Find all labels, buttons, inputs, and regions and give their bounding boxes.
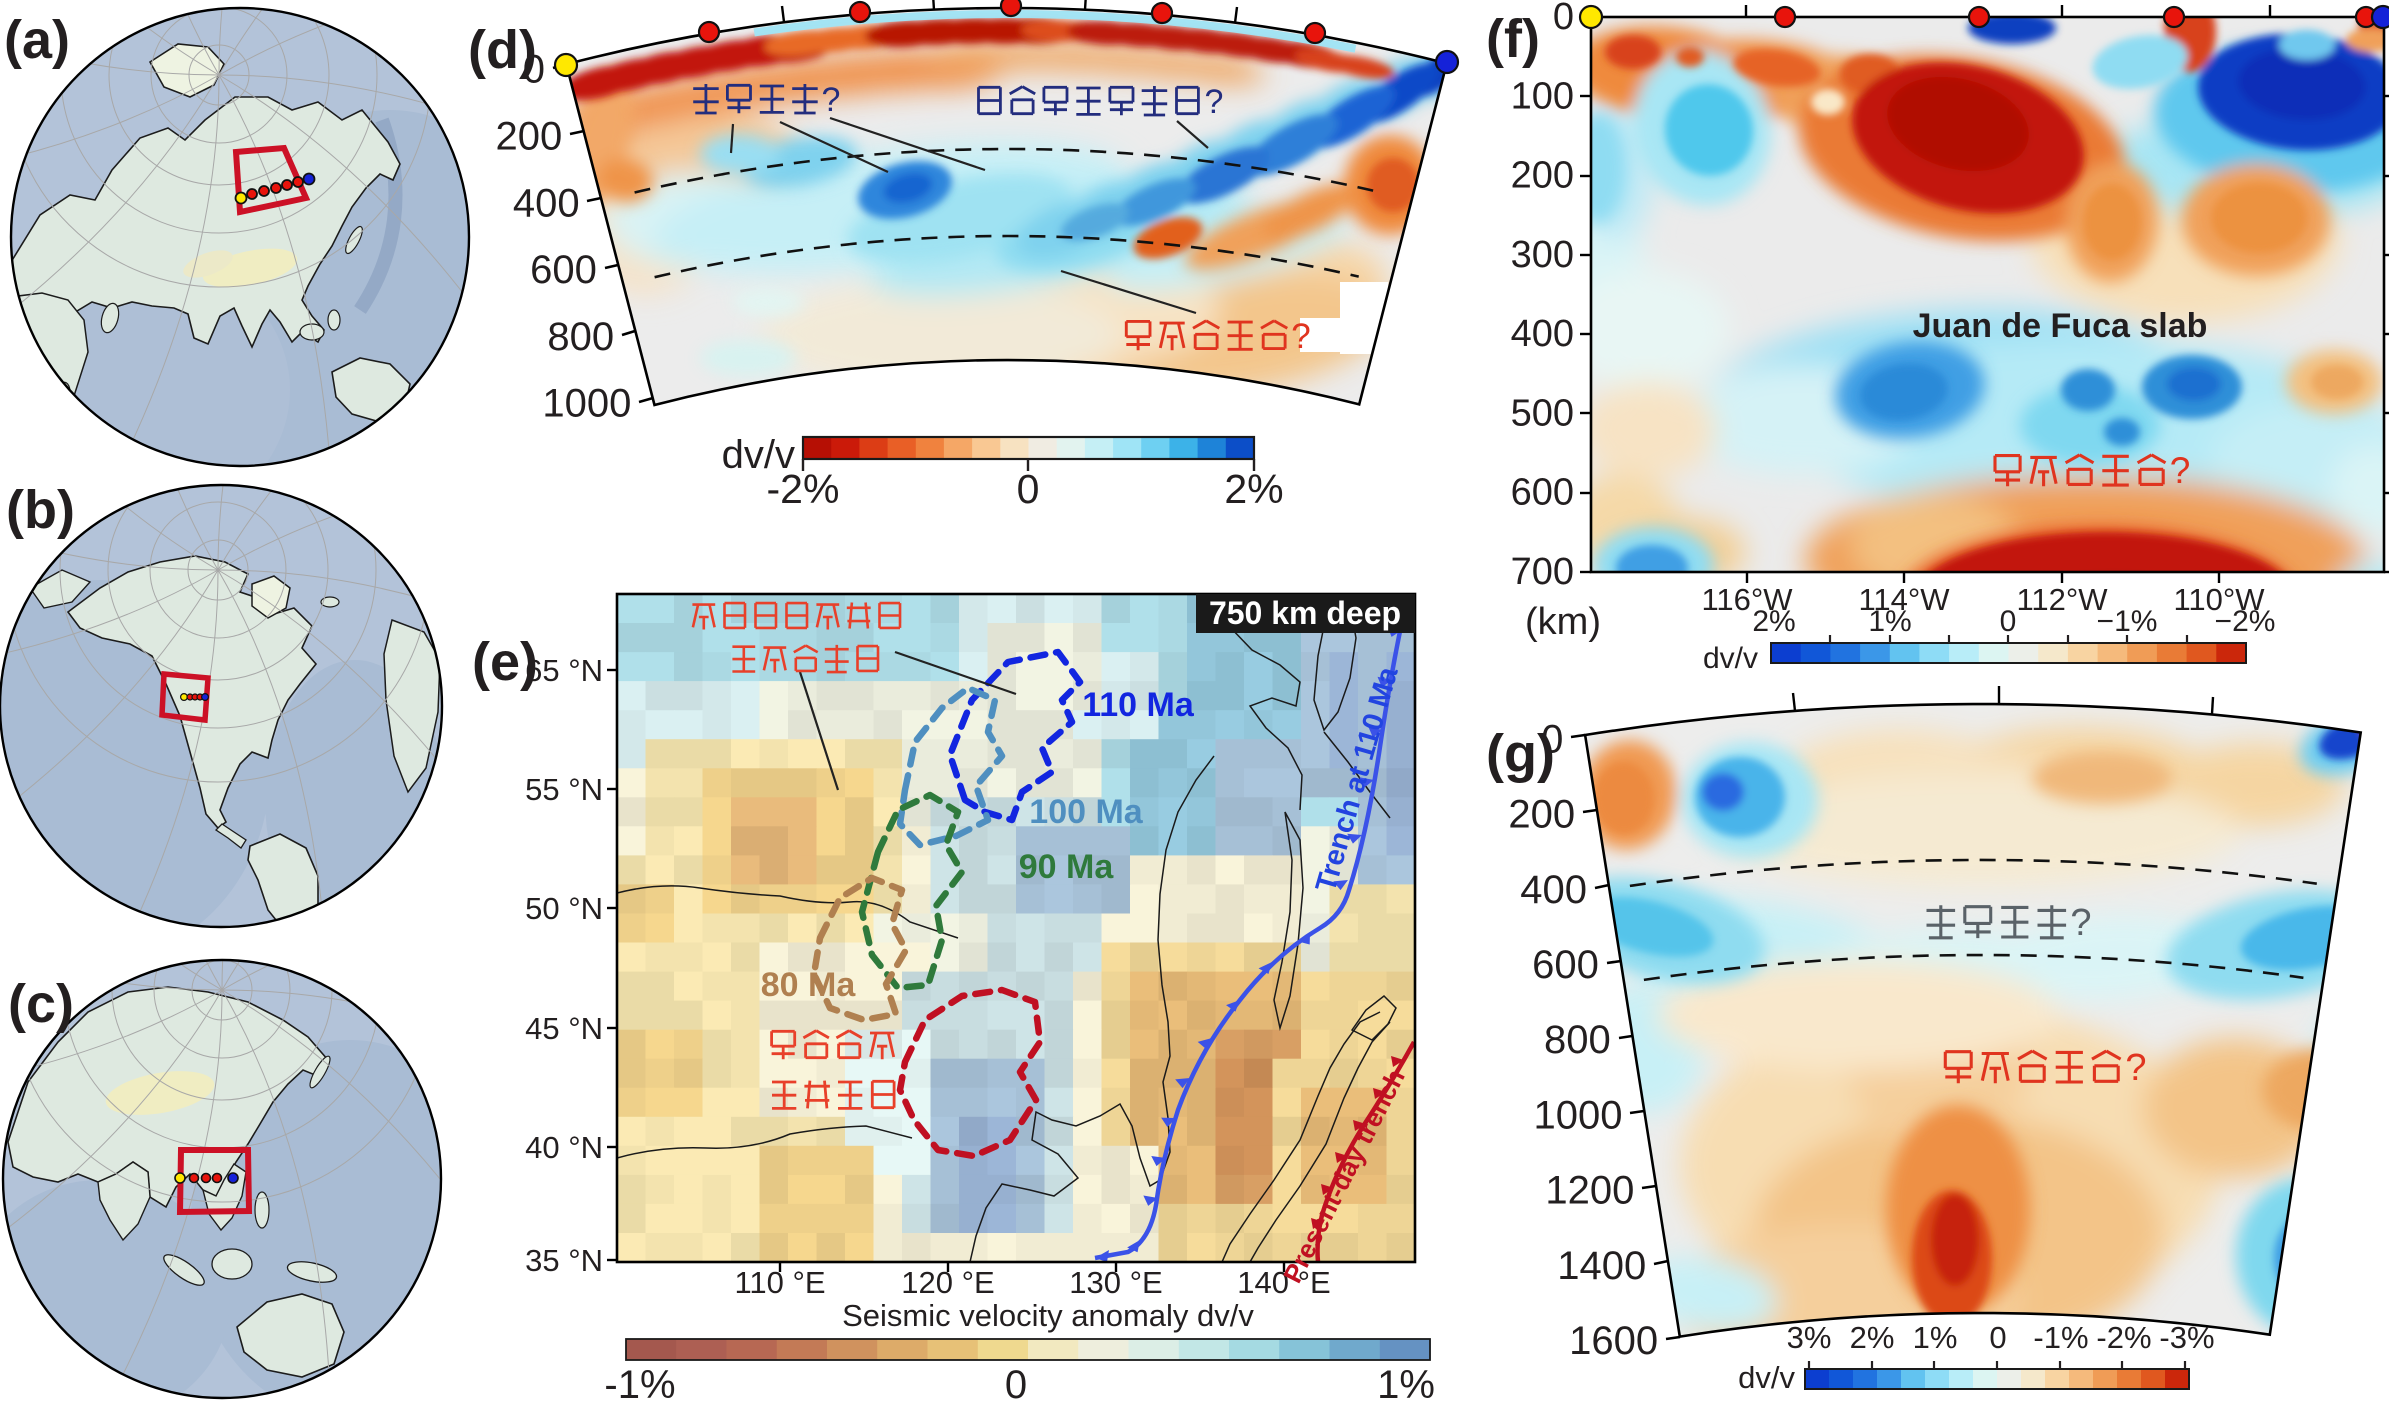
svg-text:400: 400 <box>1511 313 1574 355</box>
svg-text:1000: 1000 <box>542 382 631 426</box>
svg-text:3%: 3% <box>1787 1320 1832 1355</box>
svg-text:(km): (km) <box>1525 601 1601 643</box>
svg-text:0: 0 <box>2000 605 2017 638</box>
svg-text:600: 600 <box>530 248 597 292</box>
svg-text:dv/v: dv/v <box>1738 1360 1795 1395</box>
svg-text:114°W: 114°W <box>1858 582 1950 617</box>
svg-text:(b): (b) <box>6 480 75 540</box>
svg-text:0: 0 <box>1005 1363 1027 1402</box>
svg-text:dv/v: dv/v <box>722 433 795 477</box>
svg-text:−1%: −1% <box>2097 605 2158 638</box>
svg-text:750 km deep: 750 km deep <box>1209 595 1401 631</box>
svg-text:-2%: -2% <box>767 466 840 512</box>
svg-text:1400: 1400 <box>1557 1244 1646 1288</box>
svg-text:800: 800 <box>1544 1018 1611 1062</box>
svg-text:200: 200 <box>496 114 563 158</box>
svg-text:100: 100 <box>1511 75 1574 117</box>
svg-text:0: 0 <box>1541 717 1563 761</box>
svg-text:112°W: 112°W <box>2016 582 2108 617</box>
svg-text:(g): (g) <box>1486 724 1555 784</box>
svg-text:500: 500 <box>1511 392 1574 434</box>
svg-text:200: 200 <box>1508 793 1575 837</box>
svg-text:600: 600 <box>1511 472 1574 514</box>
svg-text:−2%: −2% <box>2215 605 2276 638</box>
svg-text:130 °E: 130 °E <box>1069 1265 1162 1300</box>
svg-text:(d): (d) <box>468 20 537 80</box>
svg-text:116°W: 116°W <box>1701 582 1793 617</box>
svg-text:?: ? <box>2170 450 2191 491</box>
svg-text:90 Ma: 90 Ma <box>1019 848 1115 886</box>
svg-text:0: 0 <box>523 48 545 92</box>
svg-text:?: ? <box>1291 317 1310 356</box>
svg-text:1200: 1200 <box>1545 1169 1634 1213</box>
svg-text:2%: 2% <box>1224 466 1283 512</box>
svg-text:2%: 2% <box>1850 1320 1895 1355</box>
svg-text:140 °E: 140 °E <box>1237 1265 1330 1300</box>
svg-text:110 °E: 110 °E <box>734 1265 825 1300</box>
svg-text:80 Ma: 80 Ma <box>761 966 857 1004</box>
svg-text:400: 400 <box>1520 868 1587 912</box>
svg-text:100 Ma: 100 Ma <box>1029 793 1143 831</box>
svg-text:dv/v: dv/v <box>1703 642 1758 675</box>
svg-text:0: 0 <box>1553 0 1574 38</box>
svg-text:?: ? <box>822 81 841 119</box>
svg-text:0: 0 <box>1989 1320 2006 1355</box>
svg-text:1%: 1% <box>1868 605 1911 638</box>
svg-text:45 °N: 45 °N <box>525 1011 603 1046</box>
svg-text:Seismic velocity anomaly dv/v: Seismic velocity anomaly dv/v <box>842 1298 1254 1333</box>
svg-text:800: 800 <box>547 315 614 359</box>
svg-text:(a): (a) <box>4 10 70 70</box>
svg-text:400: 400 <box>513 181 580 225</box>
svg-text:50 °N: 50 °N <box>525 891 603 926</box>
svg-text:1600: 1600 <box>1569 1319 1658 1363</box>
svg-text:55 °N: 55 °N <box>525 772 603 807</box>
svg-text:35 °N: 35 °N <box>525 1243 603 1278</box>
svg-text:110 Ma: 110 Ma <box>1082 686 1195 724</box>
svg-text:-2%: -2% <box>2096 1320 2151 1355</box>
svg-text:?: ? <box>1205 83 1224 121</box>
svg-text:-3%: -3% <box>2159 1320 2214 1355</box>
svg-text:(c): (c) <box>8 974 74 1034</box>
svg-text:65 °N: 65 °N <box>525 653 603 688</box>
svg-text:(f): (f) <box>1486 9 1540 69</box>
svg-text:?: ? <box>2070 902 2091 944</box>
svg-text:40 °N: 40 °N <box>525 1130 603 1165</box>
svg-text:200: 200 <box>1511 155 1574 197</box>
svg-text:110°W: 110°W <box>2173 582 2265 617</box>
svg-text:Juan de Fuca slab: Juan de Fuca slab <box>1913 307 2208 345</box>
svg-text:?: ? <box>2125 1047 2146 1089</box>
svg-text:1%: 1% <box>1377 1363 1435 1402</box>
svg-text:1000: 1000 <box>1534 1093 1623 1137</box>
svg-text:600: 600 <box>1532 943 1599 987</box>
svg-text:300: 300 <box>1511 234 1574 276</box>
svg-text:(e): (e) <box>472 632 538 692</box>
svg-text:-1%: -1% <box>604 1363 675 1402</box>
svg-text:700: 700 <box>1511 551 1574 593</box>
svg-text:2%: 2% <box>1752 605 1795 638</box>
svg-text:1%: 1% <box>1913 1320 1958 1355</box>
svg-text:-1%: -1% <box>2033 1320 2088 1355</box>
svg-text:0: 0 <box>1017 466 1040 512</box>
svg-text:120 °E: 120 °E <box>901 1265 994 1300</box>
